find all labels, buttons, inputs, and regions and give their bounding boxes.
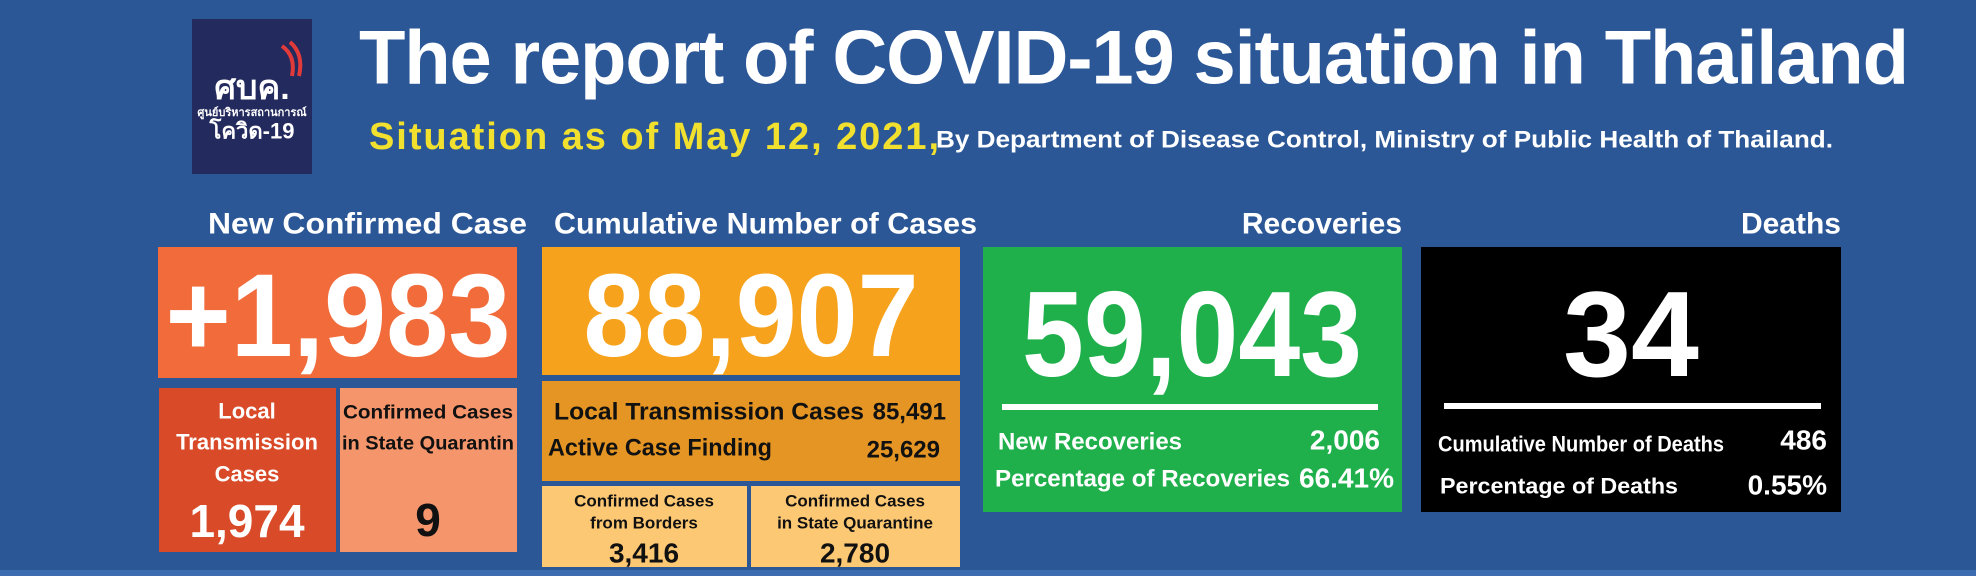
box-value: 2,780	[820, 538, 890, 569]
row-value: 0.55%	[1748, 470, 1827, 501]
row-value: 66.41%	[1299, 463, 1394, 494]
box-label: Confirmed Cases	[574, 492, 714, 511]
date: Situation as of May 12, 2021,	[369, 116, 939, 158]
box-label: Confirmed Cases	[785, 492, 925, 511]
section-label: New Confirmed Case	[208, 208, 527, 241]
box-label: Confirmed Cases	[343, 403, 513, 424]
row-value: 486	[1780, 425, 1827, 456]
local-box	[159, 388, 336, 552]
section-label: Recoveries	[1242, 208, 1402, 241]
breakdown-box	[542, 381, 960, 481]
box-label: Local	[218, 399, 275, 424]
cumulative-box	[542, 247, 960, 375]
source: By Department of Disease Control, Minist…	[936, 127, 1833, 154]
logo-abbr: ศบค.	[214, 69, 289, 107]
row-value: 25,629	[867, 437, 940, 464]
box-label: in State Quarantine	[777, 514, 933, 533]
new-cases-box	[158, 247, 517, 378]
box-label: from Borders	[590, 514, 698, 533]
row-label: New Recoveries	[998, 429, 1182, 456]
box-value: 3,416	[609, 538, 679, 569]
row-label: Percentage of Deaths	[1440, 474, 1678, 499]
deaths-box	[1421, 247, 1841, 512]
logo-name: ศูนย์บริหารสถานการณ์	[197, 106, 307, 120]
box-label: in State Quarantin	[342, 434, 514, 455]
big-value: +1,983	[166, 250, 511, 382]
section-label: Deaths	[1741, 208, 1841, 241]
state-quarantine-box	[751, 486, 960, 567]
bottom-strip	[0, 570, 1976, 576]
row-value: 85,491	[873, 399, 946, 426]
row-label: Local Transmission Cases	[554, 399, 864, 426]
row-label: Cumulative Number of Deaths	[1438, 432, 1724, 457]
big-value: 59,043	[1022, 266, 1362, 402]
title: The report of COVID-19 situation in Thai…	[359, 16, 1909, 101]
logo-sub: โควิด-19	[209, 118, 295, 144]
section-label: Cumulative Number of Cases	[554, 208, 977, 241]
logo-flag	[280, 40, 303, 77]
box-value: 9	[415, 494, 441, 546]
box-label: Transmission	[176, 430, 318, 455]
big-value: 88,907	[584, 250, 919, 382]
big-value: 34	[1563, 266, 1699, 402]
box-value: 1,974	[189, 495, 305, 547]
row-label: Active Case Finding	[548, 435, 772, 462]
recoveries-box	[983, 247, 1402, 512]
borders-box	[542, 486, 747, 567]
box-label: Cases	[215, 462, 280, 487]
row-value: 2,006	[1310, 425, 1380, 456]
quarantine-box	[340, 388, 517, 552]
row-label: Percentage of Recoveries	[995, 466, 1290, 493]
